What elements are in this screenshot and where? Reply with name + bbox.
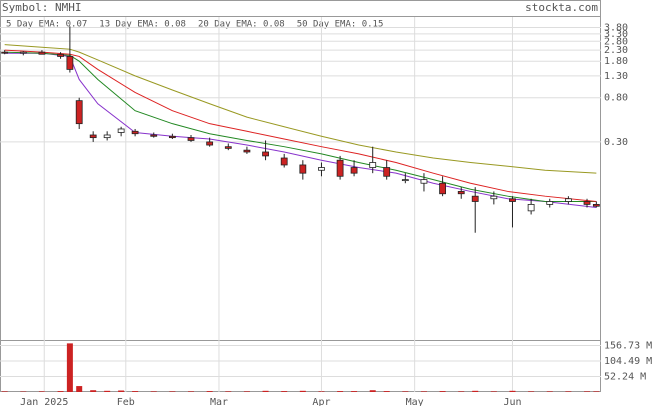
candle-body (66, 56, 74, 70)
candle-body (89, 134, 97, 139)
source: stockta.com (525, 1, 598, 14)
volume-bar (90, 390, 97, 392)
candle-body (383, 167, 391, 177)
candle-body (509, 198, 516, 202)
candle-body (471, 195, 479, 202)
candle-body (299, 164, 307, 174)
candle-body (1, 51, 9, 54)
x-tick-label: Jun (503, 397, 521, 406)
x-tick-label: Mar (210, 397, 228, 406)
volume-bar (262, 390, 269, 392)
y-tick-label: 3.80 (604, 23, 628, 34)
volume-bar (490, 391, 497, 392)
volume-bar (225, 391, 232, 392)
y-tick-label: 3.30 (604, 29, 628, 40)
candle-body (583, 201, 591, 205)
x-tick-label: Feb (117, 397, 135, 406)
candle-body (527, 204, 535, 212)
volume-bar (439, 391, 446, 392)
symbol: Symbol: NMHI (2, 1, 81, 14)
volume-bar (299, 390, 306, 392)
candle-body (224, 146, 232, 149)
volume-bar (458, 391, 465, 392)
ema-line (4, 49, 597, 202)
volume-bar (528, 391, 535, 392)
volume-tick-label: 104.49 M (604, 356, 652, 367)
candle-body (75, 100, 83, 125)
volume-bar (402, 391, 409, 392)
volume-bar (369, 390, 376, 392)
volume-bar (104, 390, 111, 392)
candle-body (457, 191, 465, 195)
candle-body (592, 204, 600, 207)
legend-entry: 13 Day EMA: 0.08 (99, 20, 186, 30)
volume-bar (38, 391, 45, 392)
volume-bar (76, 386, 83, 392)
candle-body (439, 182, 446, 195)
candle-body (150, 134, 158, 137)
candle-body (19, 51, 27, 54)
legend-entry: 20 Day EMA: 0.08 (198, 20, 285, 30)
volume-bar (1, 391, 8, 392)
volume-bar (281, 391, 288, 392)
volume-tick-label: 156.73 M (604, 341, 652, 352)
volume-bar (118, 390, 125, 392)
candle-body (187, 137, 195, 141)
volume-bar (188, 391, 195, 392)
volume-bar (546, 391, 553, 392)
volume-bar (132, 391, 139, 392)
candle-body (243, 149, 251, 153)
candle-body (57, 53, 64, 57)
volume-bar (243, 391, 250, 392)
candle-body (420, 179, 428, 184)
volume-bar (351, 391, 358, 392)
candle-body (38, 51, 46, 55)
candle-body (336, 159, 344, 177)
y-tick-label: 0.80 (604, 93, 628, 104)
x-tick-label: May (406, 397, 424, 406)
volume-bar (565, 391, 572, 392)
volume-tick-label: 52.24 M (604, 372, 646, 383)
volume-bar (593, 391, 600, 392)
y-tick-label: 0.30 (604, 137, 628, 148)
volume-bar (150, 391, 157, 392)
legend-entry: 5 Day EMA: 0.07 (6, 20, 87, 30)
candle-body (318, 167, 325, 171)
volume-bar (509, 390, 516, 392)
volume-bar (206, 391, 213, 392)
candle-body (131, 130, 139, 135)
y-tick-label: 2.30 (604, 45, 628, 56)
candle-body (117, 128, 125, 133)
volume-bar (383, 391, 390, 392)
volume-bar (584, 391, 591, 392)
y-tick-label: 1.30 (604, 71, 628, 82)
x-tick-label: Apr (312, 397, 330, 406)
candle-body (401, 179, 409, 182)
volume-bar (318, 391, 325, 392)
candle-body (350, 167, 358, 174)
candle-body (103, 134, 111, 139)
frame (0, 0, 601, 392)
candle-body (490, 195, 498, 200)
volume-bar (57, 391, 64, 392)
x-tick-label: Jan 2025 (20, 397, 68, 406)
volume-bar (472, 390, 479, 392)
candle-body (546, 201, 554, 205)
y-tick-label: 1.80 (604, 56, 628, 67)
candle-body (369, 162, 377, 168)
candle-body (564, 198, 572, 202)
ema-line (4, 44, 597, 174)
candle-body (280, 157, 288, 166)
y-tick-label: 2.80 (604, 36, 628, 47)
candle-body (262, 151, 269, 157)
volume-bar (66, 343, 73, 392)
candle-body (206, 141, 214, 146)
legend-entry: 50 Day EMA: 0.15 (297, 20, 384, 30)
volume-bar (337, 391, 344, 392)
volume-bar (169, 391, 176, 392)
legend: 5 Day EMA: 0.07 13 Day EMA: 0.08 20 Day EM… (6, 20, 383, 30)
volume-bar (420, 391, 427, 392)
candle-body (168, 135, 176, 139)
